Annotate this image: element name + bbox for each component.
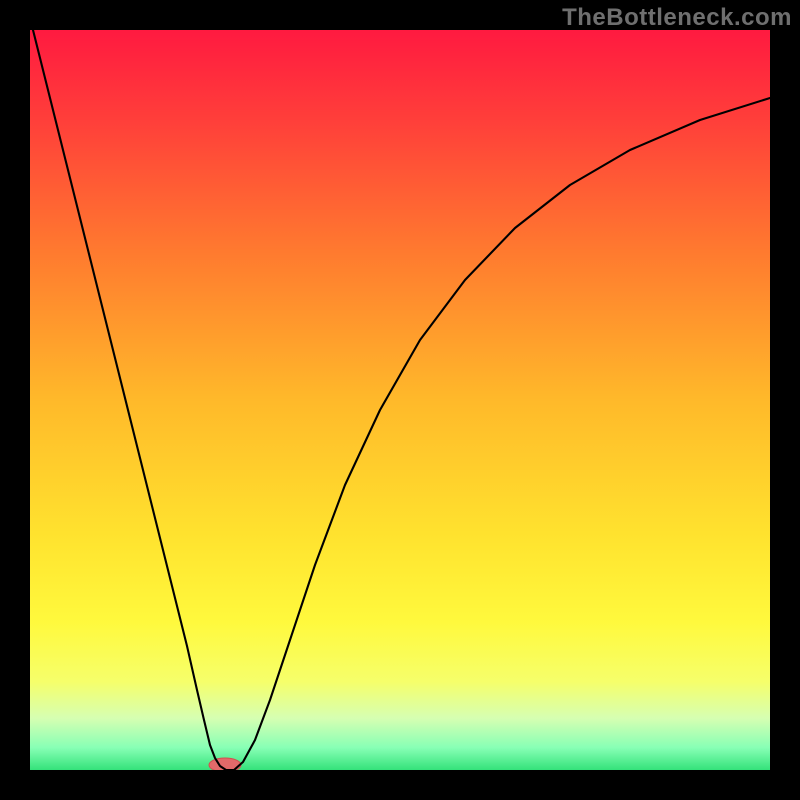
frame-right xyxy=(770,0,800,800)
plot-background xyxy=(30,30,770,770)
bottleneck-chart xyxy=(0,0,800,800)
watermark-text: TheBottleneck.com xyxy=(562,4,792,32)
frame-left xyxy=(0,0,30,800)
frame-bottom xyxy=(0,770,800,800)
